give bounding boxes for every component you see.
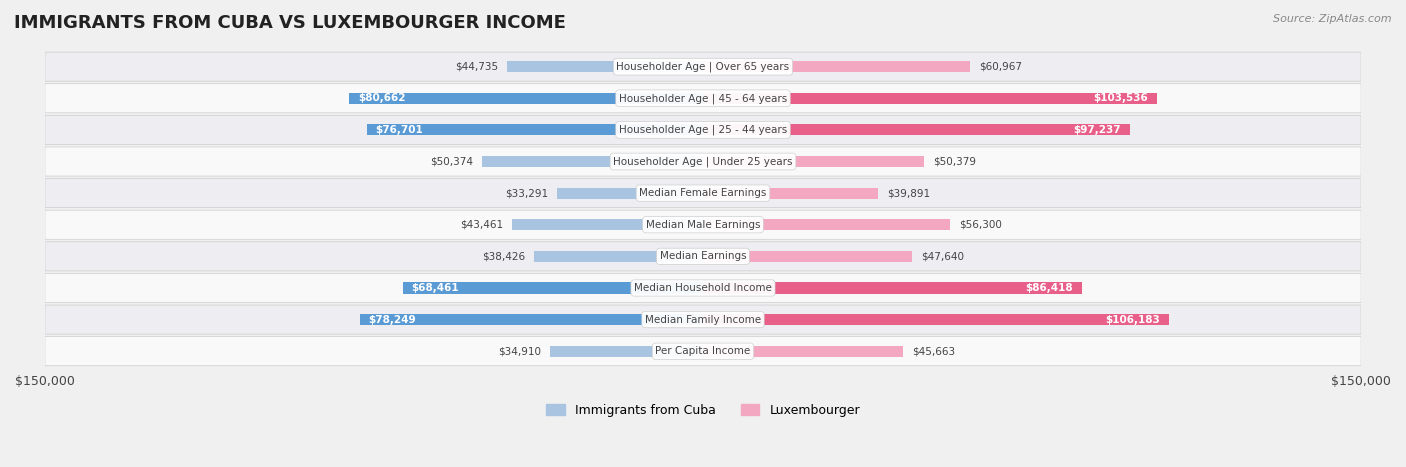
Text: $38,426: $38,426 (482, 251, 526, 262)
Text: $47,640: $47,640 (921, 251, 963, 262)
Text: Householder Age | Over 65 years: Householder Age | Over 65 years (616, 61, 790, 72)
Text: $97,237: $97,237 (1073, 125, 1121, 135)
Text: $50,379: $50,379 (932, 156, 976, 167)
Text: $106,183: $106,183 (1105, 315, 1160, 325)
Text: $33,291: $33,291 (505, 188, 548, 198)
Bar (703, 251, 912, 262)
FancyBboxPatch shape (45, 115, 1361, 144)
Bar (703, 156, 924, 167)
Text: $39,891: $39,891 (887, 188, 929, 198)
Bar (703, 124, 1129, 135)
Bar (703, 219, 950, 230)
Text: Median Family Income: Median Family Income (645, 315, 761, 325)
Text: $34,910: $34,910 (498, 346, 541, 356)
Text: Median Female Earnings: Median Female Earnings (640, 188, 766, 198)
Text: $68,461: $68,461 (412, 283, 458, 293)
FancyBboxPatch shape (45, 52, 1361, 81)
FancyBboxPatch shape (45, 178, 1361, 208)
Text: Householder Age | 45 - 64 years: Householder Age | 45 - 64 years (619, 93, 787, 104)
Text: Median Household Income: Median Household Income (634, 283, 772, 293)
Bar (360, 314, 703, 325)
FancyBboxPatch shape (45, 242, 1361, 271)
FancyBboxPatch shape (45, 305, 1361, 334)
Bar (703, 283, 1083, 293)
Text: $45,663: $45,663 (912, 346, 955, 356)
Bar (703, 346, 903, 357)
Bar (506, 61, 703, 72)
Text: $43,461: $43,461 (460, 220, 503, 230)
Text: Householder Age | 25 - 44 years: Householder Age | 25 - 44 years (619, 125, 787, 135)
FancyBboxPatch shape (45, 147, 1361, 176)
FancyBboxPatch shape (45, 274, 1361, 303)
Text: Median Male Earnings: Median Male Earnings (645, 220, 761, 230)
Text: $80,662: $80,662 (359, 93, 405, 103)
Text: Median Earnings: Median Earnings (659, 251, 747, 262)
Bar (703, 93, 1157, 104)
Bar (550, 346, 703, 357)
FancyBboxPatch shape (45, 210, 1361, 239)
Bar (482, 156, 703, 167)
Bar (703, 188, 877, 198)
Text: $86,418: $86,418 (1026, 283, 1073, 293)
Bar (703, 314, 1168, 325)
Text: Per Capita Income: Per Capita Income (655, 346, 751, 356)
Text: $103,536: $103,536 (1094, 93, 1149, 103)
Legend: Immigrants from Cuba, Luxembourger: Immigrants from Cuba, Luxembourger (541, 399, 865, 422)
Text: $50,374: $50,374 (430, 156, 474, 167)
Bar (557, 188, 703, 198)
FancyBboxPatch shape (45, 84, 1361, 113)
FancyBboxPatch shape (45, 337, 1361, 366)
Text: $56,300: $56,300 (959, 220, 1001, 230)
Text: IMMIGRANTS FROM CUBA VS LUXEMBOURGER INCOME: IMMIGRANTS FROM CUBA VS LUXEMBOURGER INC… (14, 14, 567, 32)
Text: $60,967: $60,967 (979, 62, 1022, 71)
Text: $44,735: $44,735 (456, 62, 498, 71)
Bar (534, 251, 703, 262)
Bar (349, 93, 703, 104)
Text: $78,249: $78,249 (368, 315, 416, 325)
Text: Householder Age | Under 25 years: Householder Age | Under 25 years (613, 156, 793, 167)
Bar (703, 61, 970, 72)
Bar (367, 124, 703, 135)
Bar (512, 219, 703, 230)
Text: Source: ZipAtlas.com: Source: ZipAtlas.com (1274, 14, 1392, 24)
Text: $76,701: $76,701 (375, 125, 423, 135)
Bar (402, 283, 703, 293)
